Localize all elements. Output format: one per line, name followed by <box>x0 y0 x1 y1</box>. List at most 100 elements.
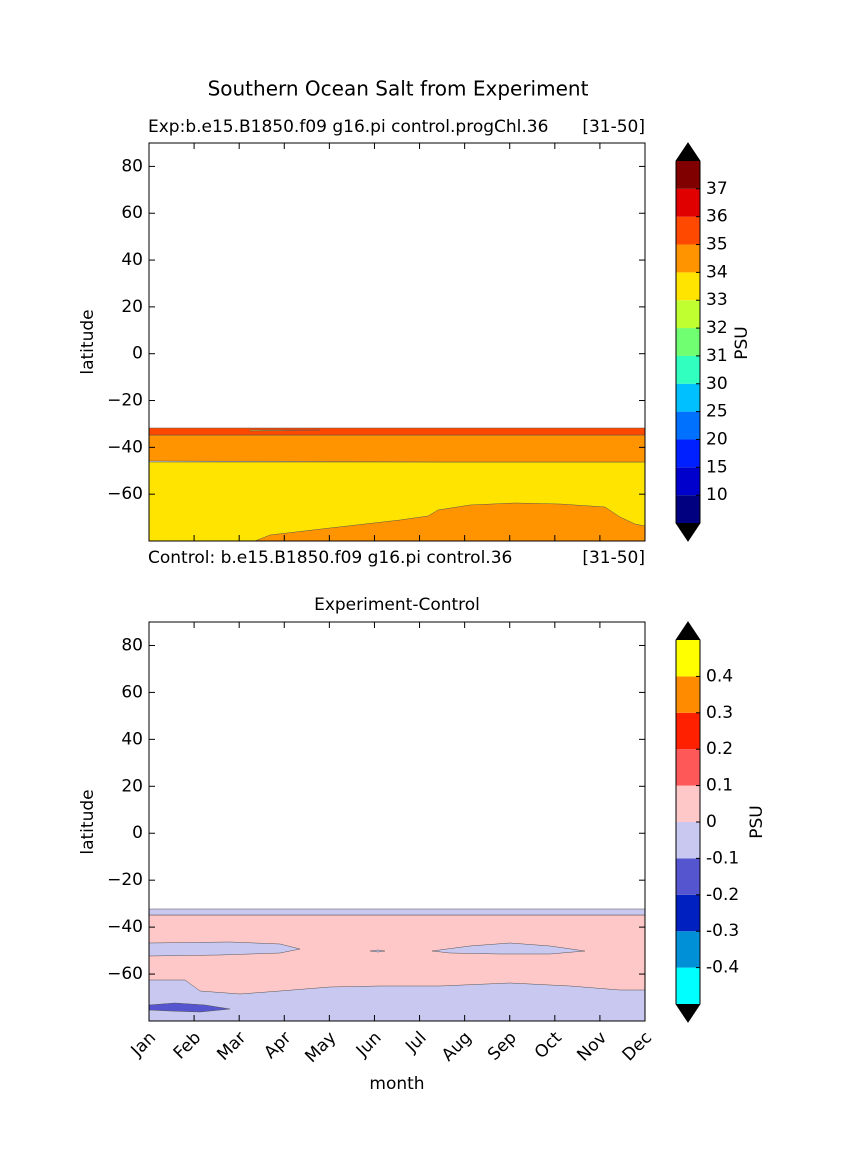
x-tick-label: Jul <box>401 1028 430 1057</box>
x-tick-label: Jan <box>127 1028 160 1061</box>
y-tick-label: −40 <box>107 437 143 457</box>
y-tick-label: 80 <box>121 635 143 655</box>
contour-region <box>149 908 645 916</box>
x-axis-label: month <box>369 1074 424 1094</box>
colorbar-swatch <box>676 749 700 786</box>
colorbar-swatch <box>676 188 700 217</box>
y-axis-label: latitude <box>78 789 98 854</box>
figure-title: Southern Ocean Salt from Experiment <box>208 77 589 101</box>
contour-region <box>431 942 586 955</box>
y-tick-label: 60 <box>121 203 143 223</box>
colorbar-tick-label: 0.4 <box>706 666 733 686</box>
y-tick-label: 20 <box>121 297 143 317</box>
colorbar-swatch <box>676 676 700 713</box>
contour-region <box>149 979 645 1021</box>
colorbar-swatch <box>676 355 700 384</box>
y-tick-label: −60 <box>107 964 143 984</box>
colorbar-tick-label: -0.4 <box>706 958 739 978</box>
colorbar-tick-label: 34 <box>706 262 728 282</box>
colorbar-swatch <box>676 244 700 273</box>
colorbar-tick-label: 37 <box>706 179 728 199</box>
colorbar-tick-label: -0.1 <box>706 848 739 868</box>
colorbar-tick-label: 30 <box>706 374 728 394</box>
colorbar-swatch <box>676 439 700 468</box>
colorbar-swatch <box>676 216 700 245</box>
y-tick-label: −60 <box>107 484 143 504</box>
colorbar-tick-label: 0.2 <box>706 739 733 759</box>
colorbar-swatch <box>676 411 700 440</box>
y-tick-label: −20 <box>107 391 143 411</box>
colorbar-swatch <box>676 858 700 895</box>
colorbar-swatch <box>676 467 700 496</box>
colorbar-tick-label: 0.1 <box>706 776 733 796</box>
colorbar-tick-label: 35 <box>706 235 728 255</box>
chart-title-left: Exp:b.e15.B1850.f09 g16.pi control.progC… <box>148 117 548 137</box>
contour-region <box>369 949 386 953</box>
colorbar-tick-label: 31 <box>706 346 728 366</box>
plot-frame <box>148 621 646 1022</box>
y-tick-label: 20 <box>121 776 143 796</box>
contour-field <box>149 427 645 541</box>
colorbar-extend <box>676 523 700 541</box>
colorbar-swatch <box>676 328 700 356</box>
x-tick-label: Jun <box>352 1028 386 1062</box>
colorbar-tick-label: 25 <box>706 402 728 422</box>
chart-title: Experiment-Control <box>314 595 480 615</box>
chart-footer-left: Control: b.e15.B1850.f09 g16.pi control.… <box>148 548 512 568</box>
colorbar-swatch <box>676 931 700 968</box>
colorbar-frame <box>675 142 701 542</box>
colorbar-extend <box>676 1004 700 1022</box>
plot-frame <box>148 142 646 542</box>
colorbar-swatch <box>676 640 700 677</box>
colorbar-tick-label: 0 <box>706 812 717 832</box>
colorbar-swatch <box>676 967 700 1004</box>
colorbar-extend <box>676 622 700 640</box>
colorbar-swatch <box>676 161 700 189</box>
colorbar-label: PSU <box>747 805 767 839</box>
x-tick-label: Sep <box>484 1028 521 1065</box>
colorbar-tick-label: 0.3 <box>706 703 733 723</box>
chart-footer-right: [31-50] <box>582 548 645 568</box>
x-tick-label: Feb <box>170 1028 205 1063</box>
colorbar-swatch <box>676 495 700 523</box>
colorbar-tick-label: -0.3 <box>706 921 739 941</box>
x-tick-label: Nov <box>573 1028 611 1066</box>
x-tick-label: Mar <box>213 1028 250 1065</box>
colorbar-frame <box>675 621 701 1023</box>
x-tick-label: Dec <box>619 1028 656 1065</box>
y-axis-label: latitude <box>78 309 98 374</box>
contour-region <box>254 502 645 541</box>
colorbar-swatch <box>676 822 700 859</box>
y-tick-label: 40 <box>121 250 143 270</box>
y-tick-label: 60 <box>121 682 143 702</box>
colorbar-tick-label: 10 <box>706 485 728 505</box>
colorbar-label: PSU <box>732 326 752 360</box>
colorbar-swatch <box>676 894 700 932</box>
colorbar-extend <box>676 143 700 161</box>
colorbar-tick-label: 15 <box>706 457 728 477</box>
x-tick-label: May <box>301 1028 340 1067</box>
contour-region <box>149 427 645 436</box>
colorbar-swatch <box>676 300 700 329</box>
colorbar-tick-label: 32 <box>706 318 728 338</box>
x-tick-label: Apr <box>260 1028 295 1063</box>
colorbar-tick-label: 36 <box>706 207 728 227</box>
colorbar-swatch <box>676 785 700 822</box>
contour-region <box>249 429 321 432</box>
colorbar-tick-label: 33 <box>706 290 728 310</box>
y-tick-label: −20 <box>107 870 143 890</box>
colorbar-swatch <box>676 272 700 301</box>
contour-region <box>149 1002 231 1013</box>
y-tick-label: 0 <box>132 823 143 843</box>
contour-region <box>149 434 645 463</box>
y-tick-label: 80 <box>121 156 143 176</box>
contour-region <box>149 941 301 957</box>
x-tick-label: Aug <box>438 1028 476 1066</box>
colorbar-tick-label: 20 <box>706 429 728 449</box>
colorbar-swatch <box>676 383 700 412</box>
contour-field <box>149 908 645 1021</box>
colorbar-swatch <box>676 712 700 750</box>
y-tick-label: 40 <box>121 729 143 749</box>
